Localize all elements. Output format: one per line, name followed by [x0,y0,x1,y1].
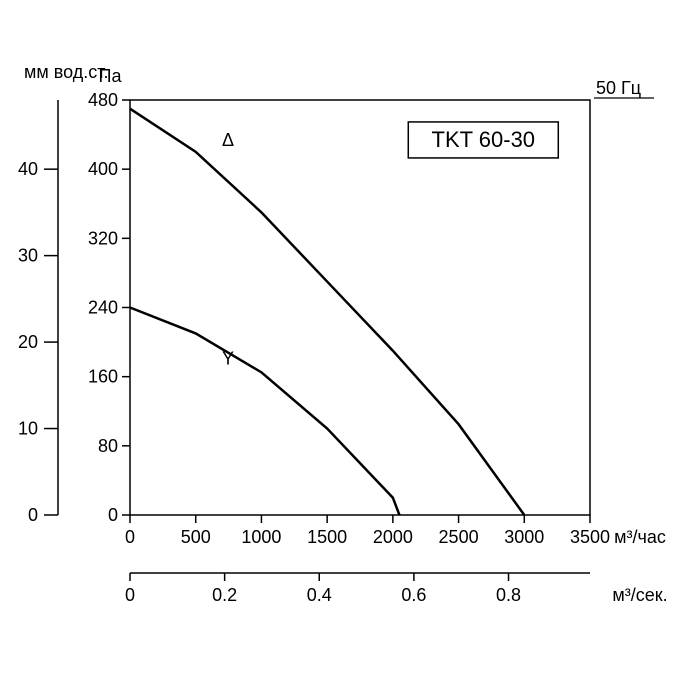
plot-border [130,100,590,515]
series-label-delta: Δ [222,130,234,150]
y-tick-label: 0 [108,505,118,525]
x-tick-label: 0 [125,527,135,547]
y-tick-label: 160 [88,367,118,387]
y-tick-label: 80 [98,436,118,456]
series-label-wye: Y [222,348,234,368]
y-tick-label: 240 [88,298,118,318]
x-tick-label: 1500 [307,527,347,547]
y-tick-label: 320 [88,228,118,248]
y2-tick-label: 10 [18,419,38,439]
y-tick-label: 400 [88,159,118,179]
y2-axis-label: мм вод.ст. [24,62,108,82]
y-tick-label: 480 [88,90,118,110]
x2-tick-label: 0.2 [212,585,237,605]
x-tick-label: 500 [181,527,211,547]
x2-axis-label: м³/сек. [612,585,667,605]
x2-tick-label: 0.8 [496,585,521,605]
y2-tick-label: 30 [18,246,38,266]
x2-tick-label: 0 [125,585,135,605]
y2-tick-label: 40 [18,159,38,179]
title-text: TKT 60-30 [432,127,536,152]
curve-wye [130,308,399,516]
fan-curve-chart: 080160240320400480Па010203040мм вод.ст.0… [0,0,700,700]
x-tick-label: 3000 [504,527,544,547]
frequency-label: 50 Гц [596,78,641,98]
x2-tick-label: 0.4 [307,585,332,605]
y2-tick-label: 0 [28,505,38,525]
x-axis-label: м³/час [614,527,666,547]
y2-tick-label: 20 [18,332,38,352]
x-tick-label: 2000 [373,527,413,547]
x2-tick-label: 0.6 [401,585,426,605]
curve-delta [130,109,524,515]
x-tick-label: 2500 [439,527,479,547]
x-tick-label: 3500 [570,527,610,547]
x-tick-label: 1000 [241,527,281,547]
